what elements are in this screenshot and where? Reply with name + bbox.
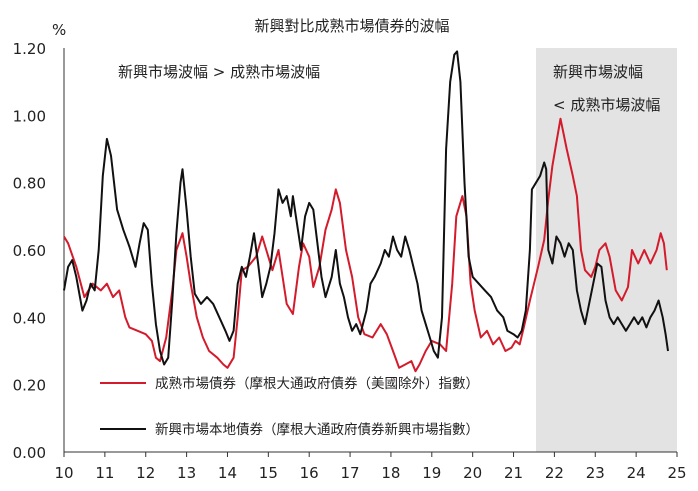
y-tick-label: 0.40	[13, 309, 46, 327]
series-line-mature-markets	[63, 117, 668, 373]
x-tick-label: 23	[586, 464, 605, 482]
x-tick-label: 15	[259, 464, 278, 482]
y-tick-label: 1.00	[13, 107, 46, 125]
annotation-right-line1: 新興市場波幅	[553, 63, 643, 81]
y-tick-label: 1.20	[13, 40, 46, 58]
x-tick-label: 19	[422, 464, 441, 482]
x-tick-label: 11	[95, 464, 114, 482]
x-tick-label: 14	[218, 464, 237, 482]
legend-label-emerging: 新興市場本地債券（摩根大通政府債券新興市場指數）	[155, 421, 479, 438]
x-tick-label: 25	[667, 464, 686, 482]
legend-label-mature: 成熟市場債券（摩根大通政府債券（美國除外）指數）	[155, 375, 479, 392]
x-tick-label: 20	[463, 464, 482, 482]
y-tick-label: 0.20	[13, 377, 46, 395]
x-tick-label: 12	[136, 464, 155, 482]
y-axis-unit-label: %	[52, 21, 66, 39]
y-tick-label: 0.00	[13, 444, 46, 462]
x-tick-label: 18	[381, 464, 400, 482]
annotation-left: 新興市場波幅 > 成熟市場波幅	[118, 63, 320, 81]
x-tick-label: 24	[627, 464, 646, 482]
x-tick-label: 10	[54, 464, 73, 482]
x-tick-label: 22	[545, 464, 564, 482]
series-line-emerging-markets	[63, 50, 669, 366]
y-tick-label: 0.80	[13, 175, 46, 193]
x-tick-label: 21	[504, 464, 523, 482]
chart-title: 新興對比成熟市場債券的波幅	[254, 17, 449, 35]
y-tick-label: 0.60	[13, 242, 46, 260]
x-tick-label: 17	[341, 464, 360, 482]
x-tick-label: 16	[300, 464, 319, 482]
legend: 成熟市場債券（摩根大通政府債券（美國除外）指數） 新興市場本地債券（摩根大通政府…	[100, 375, 479, 438]
annotation-right-line2: < 成熟市場波幅	[553, 96, 660, 114]
x-tick-label: 13	[177, 464, 196, 482]
